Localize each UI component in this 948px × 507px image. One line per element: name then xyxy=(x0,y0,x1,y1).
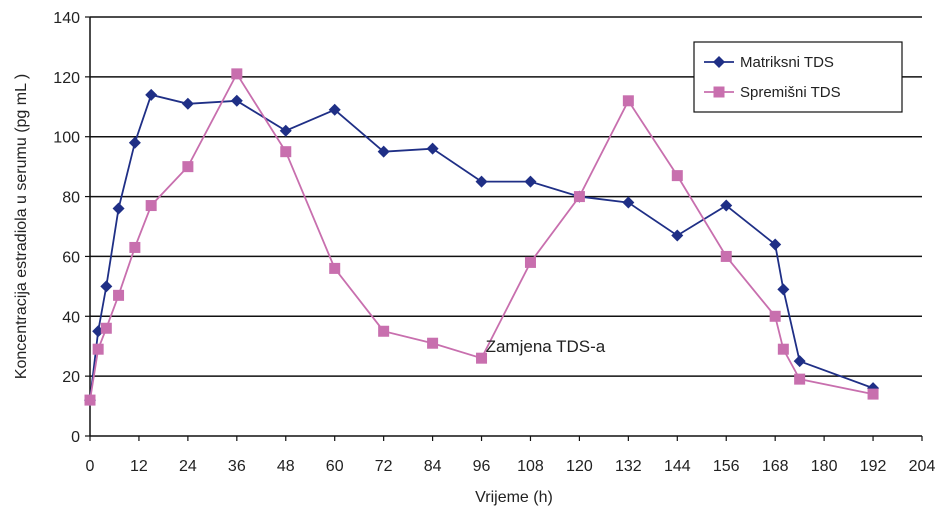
x-tick-label: 48 xyxy=(277,458,295,475)
legend-item: Spremišni TDS xyxy=(704,84,841,101)
data-point xyxy=(777,283,790,296)
legend-label: Matriksni TDS xyxy=(740,54,834,71)
data-point xyxy=(720,250,732,262)
data-point xyxy=(426,142,439,155)
data-point xyxy=(84,394,96,406)
x-tick-label: 180 xyxy=(811,458,838,475)
y-tick-label: 140 xyxy=(53,10,80,27)
x-tick-label: 24 xyxy=(179,458,197,475)
data-point xyxy=(112,202,125,215)
series-2 xyxy=(84,68,879,406)
x-tick-label: 156 xyxy=(713,458,740,475)
data-point xyxy=(793,355,806,368)
y-tick-labels: 0 20 40 60 80 100 120 140 xyxy=(53,10,80,446)
data-point xyxy=(377,145,390,158)
data-point xyxy=(720,199,733,212)
data-point xyxy=(231,68,243,80)
legend-marker xyxy=(713,86,725,98)
data-point xyxy=(128,136,141,149)
data-point xyxy=(427,337,439,349)
x-tick-label: 36 xyxy=(228,458,246,475)
data-point xyxy=(777,343,789,355)
legend-box xyxy=(693,41,903,113)
x-tick-label: 120 xyxy=(566,458,593,475)
data-point xyxy=(794,373,806,385)
x-tick-label: 72 xyxy=(375,458,393,475)
y-tick-label: 80 xyxy=(62,190,80,207)
data-point xyxy=(92,343,104,355)
x-tick-label: 108 xyxy=(517,458,544,475)
data-point xyxy=(182,161,194,173)
series-line xyxy=(89,93,874,401)
x-axis-label: Vrijeme (h) xyxy=(475,489,553,506)
data-point xyxy=(524,256,536,268)
x-tick-label: 168 xyxy=(762,458,789,475)
data-point xyxy=(113,289,125,301)
data-point xyxy=(145,200,157,212)
axes xyxy=(85,16,923,441)
data-point xyxy=(100,322,112,334)
data-point xyxy=(671,229,684,242)
legend: Matriksni TDS Spremišni TDS xyxy=(693,41,903,113)
data-point xyxy=(230,94,243,107)
annotations: Zamjena TDS-a xyxy=(486,337,606,356)
x-tick-labels: 0 12 24 36 48 60 72 84 96 108 120 132 144 156 168 180 19… xyxy=(86,458,936,475)
legend-marker xyxy=(713,56,725,68)
data-point xyxy=(280,146,292,158)
x-tick-label: 96 xyxy=(473,458,491,475)
y-tick-label: 40 xyxy=(62,309,80,326)
x-tick-label: 132 xyxy=(615,458,642,475)
data-point xyxy=(476,352,488,364)
data-point xyxy=(622,196,635,209)
data-point xyxy=(145,88,158,101)
data-point xyxy=(769,310,781,322)
data-point xyxy=(622,95,634,107)
data-point xyxy=(279,124,292,137)
data-point xyxy=(328,103,341,116)
data-point xyxy=(378,325,390,337)
data-point xyxy=(100,280,113,293)
y-tick-label: 120 xyxy=(53,70,80,87)
x-tick-label: 84 xyxy=(424,458,442,475)
data-point xyxy=(181,97,194,110)
y-tick-label: 100 xyxy=(53,130,80,147)
y-tick-label: 0 xyxy=(71,429,80,446)
y-tick-label: 20 xyxy=(62,369,80,386)
annotation-label: Zamjena TDS-a xyxy=(486,337,606,356)
data-point xyxy=(867,388,879,400)
y-tick-label: 60 xyxy=(62,249,80,266)
legend-item: Matriksni TDS xyxy=(704,54,834,71)
x-tick-label: 192 xyxy=(860,458,887,475)
x-tick-label: 0 xyxy=(86,458,95,475)
data-point xyxy=(769,238,782,251)
x-tick-label: 12 xyxy=(130,458,148,475)
data-point xyxy=(475,175,488,188)
data-point xyxy=(524,175,537,188)
y-axis-label: Koncentracija estradiola u serumu (pg mL… xyxy=(13,74,30,379)
legend-label: Spremišni TDS xyxy=(740,84,841,101)
data-point xyxy=(671,170,683,182)
x-tick-label: 204 xyxy=(909,458,936,475)
series-line xyxy=(89,72,874,401)
data-point xyxy=(329,262,341,274)
data-point xyxy=(129,241,141,253)
series-group xyxy=(84,68,880,407)
x-tick-label: 144 xyxy=(664,458,691,475)
x-tick-label: 60 xyxy=(326,458,344,475)
data-point xyxy=(573,191,585,203)
